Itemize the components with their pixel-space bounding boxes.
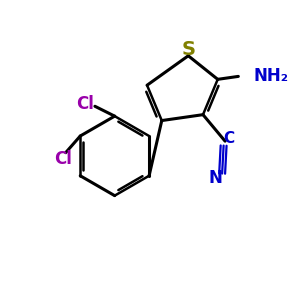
Text: N: N (209, 169, 223, 187)
Text: C: C (223, 131, 234, 146)
Text: Cl: Cl (76, 95, 94, 113)
Text: S: S (181, 40, 195, 59)
Text: Cl: Cl (54, 150, 72, 168)
Text: NH₂: NH₂ (253, 68, 288, 85)
